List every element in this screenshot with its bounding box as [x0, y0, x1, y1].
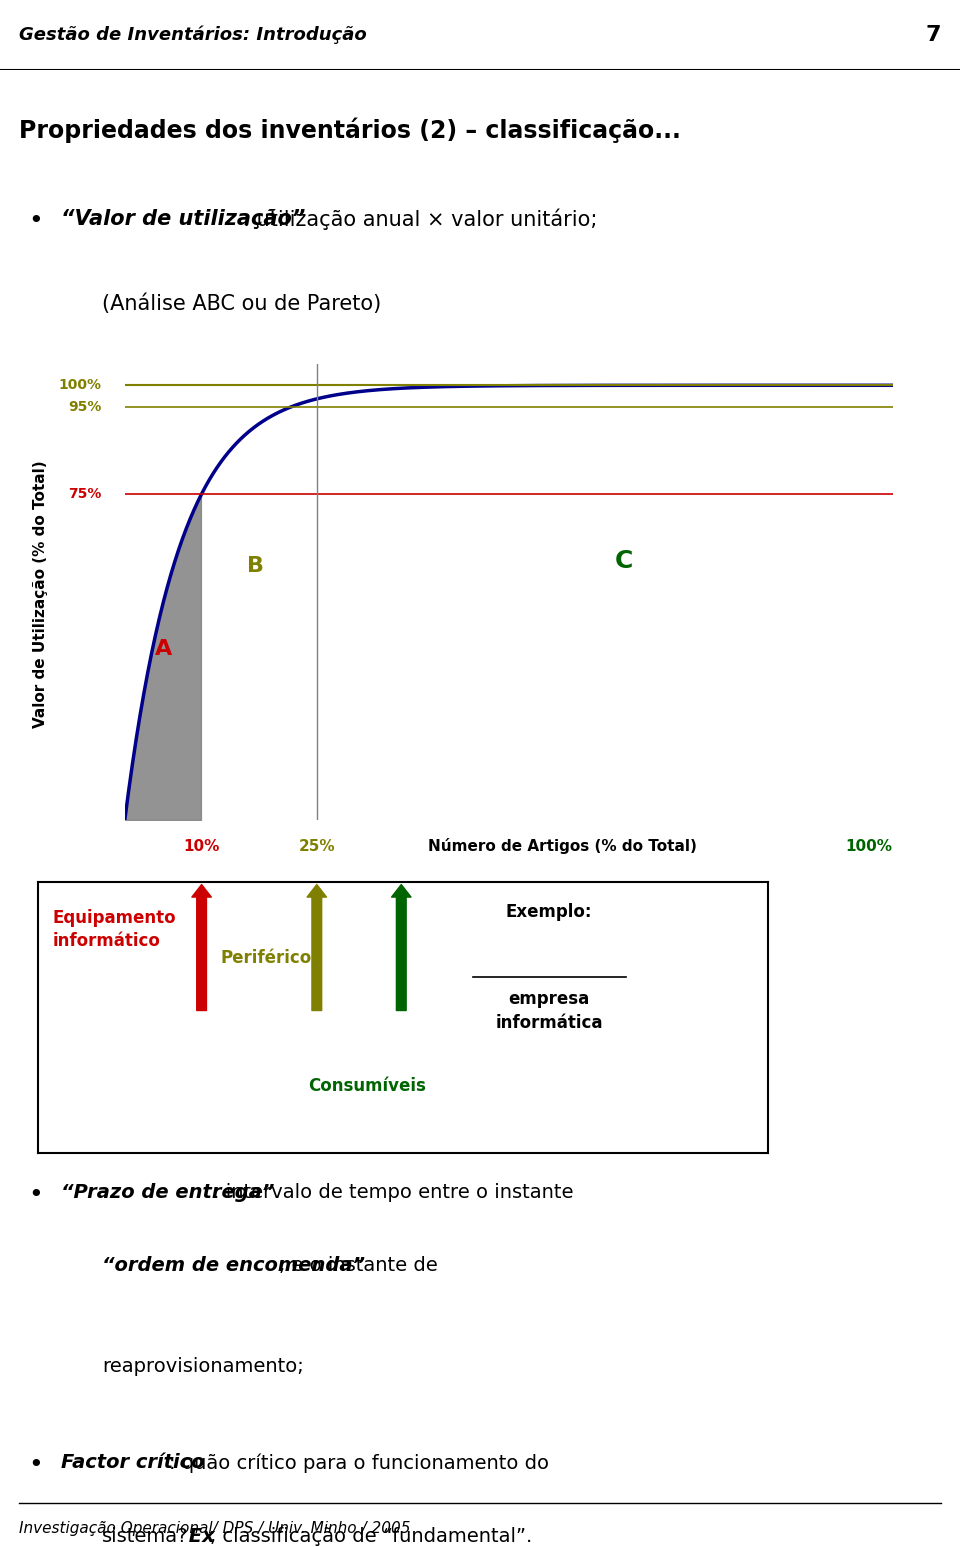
Text: reaprovisionamento;: reaprovisionamento;	[102, 1357, 304, 1375]
Text: Exemplo:: Exemplo:	[506, 903, 592, 922]
Text: : utilização anual × valor unitário;: : utilização anual × valor unitário;	[243, 209, 597, 231]
Text: 100%: 100%	[59, 379, 102, 393]
Text: , classificação de “fundamental”.: , classificação de “fundamental”.	[210, 1527, 532, 1545]
Text: 95%: 95%	[68, 401, 102, 415]
Text: •: •	[29, 1183, 43, 1207]
Text: •: •	[29, 209, 43, 234]
Text: , e o instante de: , e o instante de	[279, 1256, 438, 1275]
Text: 10%: 10%	[183, 838, 220, 854]
Text: B: B	[247, 557, 264, 575]
Text: Factor crítico: Factor crítico	[60, 1454, 204, 1473]
Text: 75%: 75%	[68, 487, 102, 501]
Text: 25%: 25%	[299, 838, 335, 854]
Text: Propriedades dos inventários (2) – classificação...: Propriedades dos inventários (2) – class…	[19, 118, 681, 144]
Text: “Valor de utilização”: “Valor de utilização”	[60, 209, 305, 229]
Text: (Análise ABC ou de Pareto): (Análise ABC ou de Pareto)	[102, 294, 381, 314]
Text: Valor de Utilização (% do Total): Valor de Utilização (% do Total)	[33, 459, 48, 727]
Text: Consumíveis: Consumíveis	[308, 1077, 426, 1095]
Text: “ordem de encomenda”: “ordem de encomenda”	[102, 1256, 365, 1275]
Text: empresa
informática: empresa informática	[495, 990, 603, 1032]
Text: 7: 7	[925, 25, 941, 45]
Text: Número de Artigos (% do Total): Número de Artigos (% do Total)	[428, 838, 697, 854]
Text: •: •	[29, 1454, 43, 1477]
Text: “Prazo de entrega”: “Prazo de entrega”	[60, 1183, 274, 1202]
Text: Investigação Operacional/ DPS / Univ. Minho / 2005: Investigação Operacional/ DPS / Univ. Mi…	[19, 1521, 411, 1536]
Text: A: A	[155, 639, 172, 659]
Text: Ex: Ex	[182, 1527, 215, 1545]
Text: C: C	[614, 549, 634, 572]
Text: sistema?: sistema?	[102, 1527, 189, 1545]
Text: Equipamento
informático: Equipamento informático	[53, 908, 177, 950]
Text: 100%: 100%	[846, 838, 893, 854]
Text: : intervalo de tempo entre o instante: : intervalo de tempo entre o instante	[213, 1183, 573, 1202]
Text: Periféricos: Periféricos	[221, 950, 322, 967]
Text: Gestão de Inventários: Introdução: Gestão de Inventários: Introdução	[19, 26, 367, 43]
Text: : quão crítico para o funcionamento do: : quão crítico para o funcionamento do	[169, 1454, 549, 1473]
